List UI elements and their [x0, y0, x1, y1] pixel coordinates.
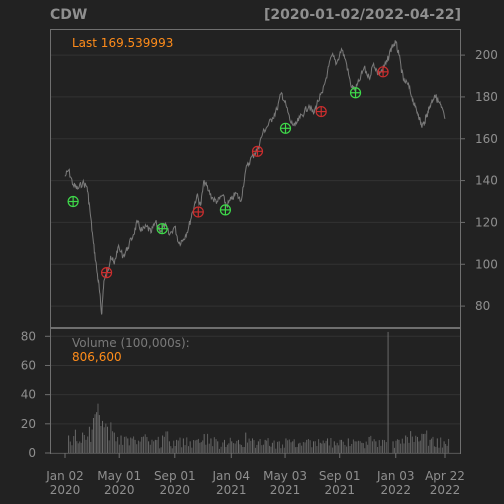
date-tick-label: Apr 22 — [425, 469, 465, 483]
volume-last-value: 806,600 — [72, 350, 122, 364]
price-tick-label: 140 — [475, 174, 498, 188]
price-grid — [51, 54, 460, 307]
sell-signal-marker — [100, 267, 113, 279]
date-tick-year: 2021 — [270, 483, 301, 497]
date-tick-label: Jan 03 — [376, 469, 415, 483]
sell-signal-marker — [192, 206, 204, 218]
date-tick-label: Sep 01 — [319, 469, 361, 483]
buy-signal-marker — [349, 87, 362, 99]
volume-tick-label: 60 — [21, 358, 36, 372]
price-line — [64, 40, 446, 315]
buy-signal-marker — [156, 223, 168, 235]
price-panel-frame — [50, 29, 461, 328]
date-tick-label: May 01 — [97, 469, 141, 483]
date-tick-year: 2020 — [50, 483, 81, 497]
date-tick-label: May 03 — [263, 469, 307, 483]
sell-signal-marker — [377, 66, 389, 78]
date-tick-year: 2020 — [104, 483, 135, 497]
sell-signal-marker — [315, 105, 327, 118]
price-axis: 80 100 120 140 160 180 200 — [460, 48, 498, 313]
volume-tick-label: 80 — [21, 329, 36, 343]
price-tick-label: 80 — [475, 299, 490, 313]
volume-tick-label: 20 — [21, 417, 36, 431]
price-tick-label: 120 — [475, 215, 498, 229]
last-price-label: Last 169.539993 — [72, 36, 173, 50]
volume-axis: 0 20 40 60 80 — [21, 329, 50, 460]
date-tick-year: 2020 — [160, 483, 191, 497]
date-tick-label: Jan 02 — [45, 469, 84, 483]
volume-tick-label: 40 — [21, 388, 36, 402]
date-range: [2020-01-02/2022-04-22] — [264, 7, 461, 23]
sell-signal-marker — [251, 145, 264, 157]
buy-signal-marker — [67, 195, 79, 208]
volume-bars — [68, 331, 450, 453]
price-tick-label: 180 — [475, 90, 498, 104]
date-tick-year: 2022 — [430, 483, 461, 497]
price-tick-label: 160 — [475, 132, 498, 146]
date-tick-label: Sep 01 — [154, 469, 196, 483]
date-tick-year: 2021 — [216, 483, 247, 497]
volume-label: Volume (100,000s): — [72, 336, 190, 350]
date-tick-label: Jan 04 — [211, 469, 250, 483]
volume-tick-label: 0 — [28, 446, 36, 460]
price-tick-label: 100 — [475, 257, 498, 271]
signals — [67, 66, 389, 279]
date-tick-year: 2021 — [324, 483, 355, 497]
buy-signal-marker — [279, 122, 292, 134]
price-tick-label: 200 — [475, 48, 498, 62]
buy-signal-marker — [219, 204, 232, 216]
date-tick-year: 2022 — [380, 483, 411, 497]
chart-title: CDW — [50, 7, 87, 23]
